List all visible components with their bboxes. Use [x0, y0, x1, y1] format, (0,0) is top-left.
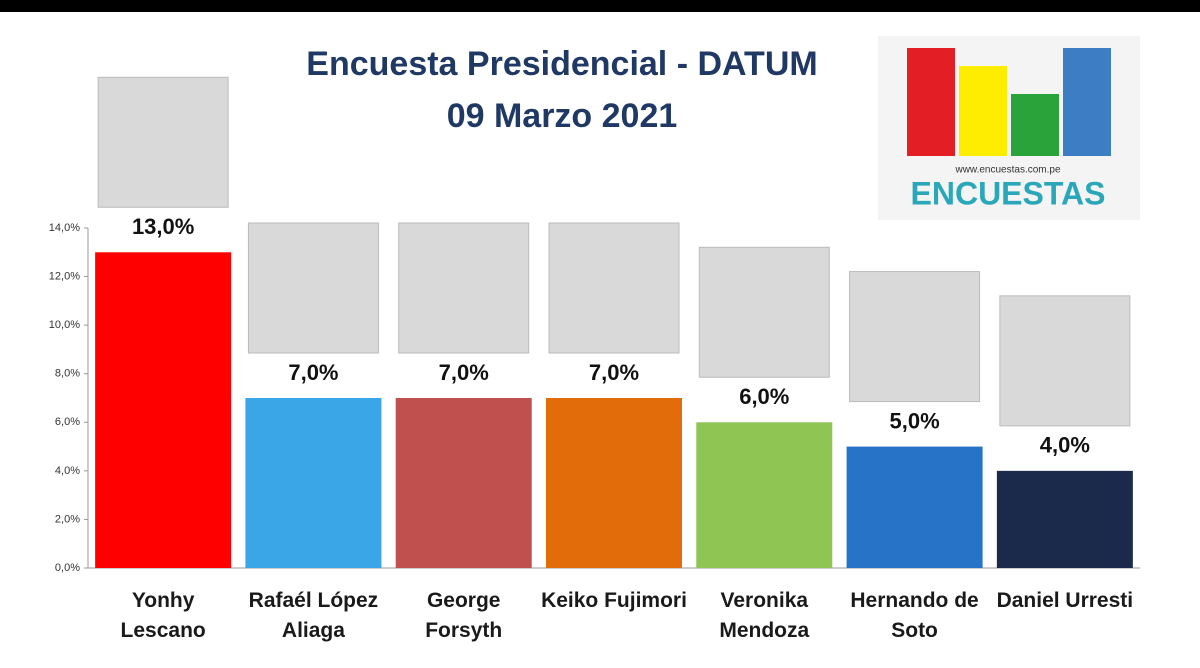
bar — [696, 422, 833, 568]
bar — [395, 398, 532, 568]
candidate-photo — [97, 76, 229, 208]
x-tick-label: Yonhy Lescano — [120, 589, 206, 642]
bar — [996, 470, 1133, 568]
logo-name: ENCUESTAS — [911, 175, 1106, 211]
logo: www.encuestas.com.pe ENCUESTAS — [878, 36, 1140, 220]
x-tick-label: Hernando de Soto — [850, 589, 979, 642]
x-label-box: George Forsyth — [425, 589, 503, 642]
value-label: 5,0% — [889, 408, 939, 433]
logo-url: www.encuestas.com.pe — [954, 165, 1060, 176]
chart-title: Encuesta Presidencial - DATUM — [306, 45, 817, 83]
y-tick-label: 12,0% — [49, 270, 80, 282]
value-label: 7,0% — [439, 360, 489, 385]
bar — [846, 446, 983, 568]
top-bar — [0, 0, 1200, 12]
x-tick-label: Keiko Fujimori — [541, 589, 687, 612]
y-tick-label: 0,0% — [55, 562, 80, 574]
x-tick-label: Rafaél López Aliaga — [248, 589, 379, 642]
value-label: 4,0% — [1040, 433, 1090, 458]
candidate-photo — [398, 222, 530, 354]
x-label-box: Rafaél López Aliaga — [248, 589, 379, 642]
x-label-box: Daniel Urresti — [996, 589, 1134, 612]
y-tick-label: 10,0% — [49, 319, 80, 331]
y-tick-label: 6,0% — [55, 416, 80, 428]
value-label: 7,0% — [589, 360, 639, 385]
candidate-photo — [247, 222, 379, 354]
x-tick-label: Daniel Urresti — [996, 589, 1134, 612]
candidate-photo — [698, 246, 830, 378]
logo-bar — [1011, 94, 1059, 156]
bar — [95, 252, 232, 569]
candidate-photo — [999, 295, 1131, 427]
x-label-box: Hernando de Soto — [850, 589, 979, 642]
y-tick-label: 14,0% — [49, 222, 80, 234]
logo-bar — [907, 48, 955, 156]
y-tick-label: 4,0% — [55, 465, 80, 477]
value-label: 13,0% — [132, 214, 194, 239]
value-label: 6,0% — [739, 384, 789, 409]
x-tick-label: George Forsyth — [425, 589, 503, 642]
bar — [546, 398, 682, 568]
logo-bar — [1063, 48, 1111, 156]
y-tick-label: 8,0% — [55, 368, 80, 380]
x-tick-label: Veronika Mendoza — [719, 589, 810, 642]
logo-bar — [959, 66, 1007, 156]
x-label-box: Yonhy Lescano — [120, 589, 206, 642]
chart-subtitle: 09 Marzo 2021 — [447, 97, 678, 135]
candidate-photo — [548, 222, 680, 354]
candidate-photo — [849, 271, 981, 403]
value-label: 7,0% — [288, 360, 338, 385]
y-tick-label: 2,0% — [55, 513, 80, 525]
x-label-box: Keiko Fujimori — [541, 589, 687, 612]
bar — [245, 398, 382, 568]
x-label-box: Veronika Mendoza — [719, 589, 810, 642]
